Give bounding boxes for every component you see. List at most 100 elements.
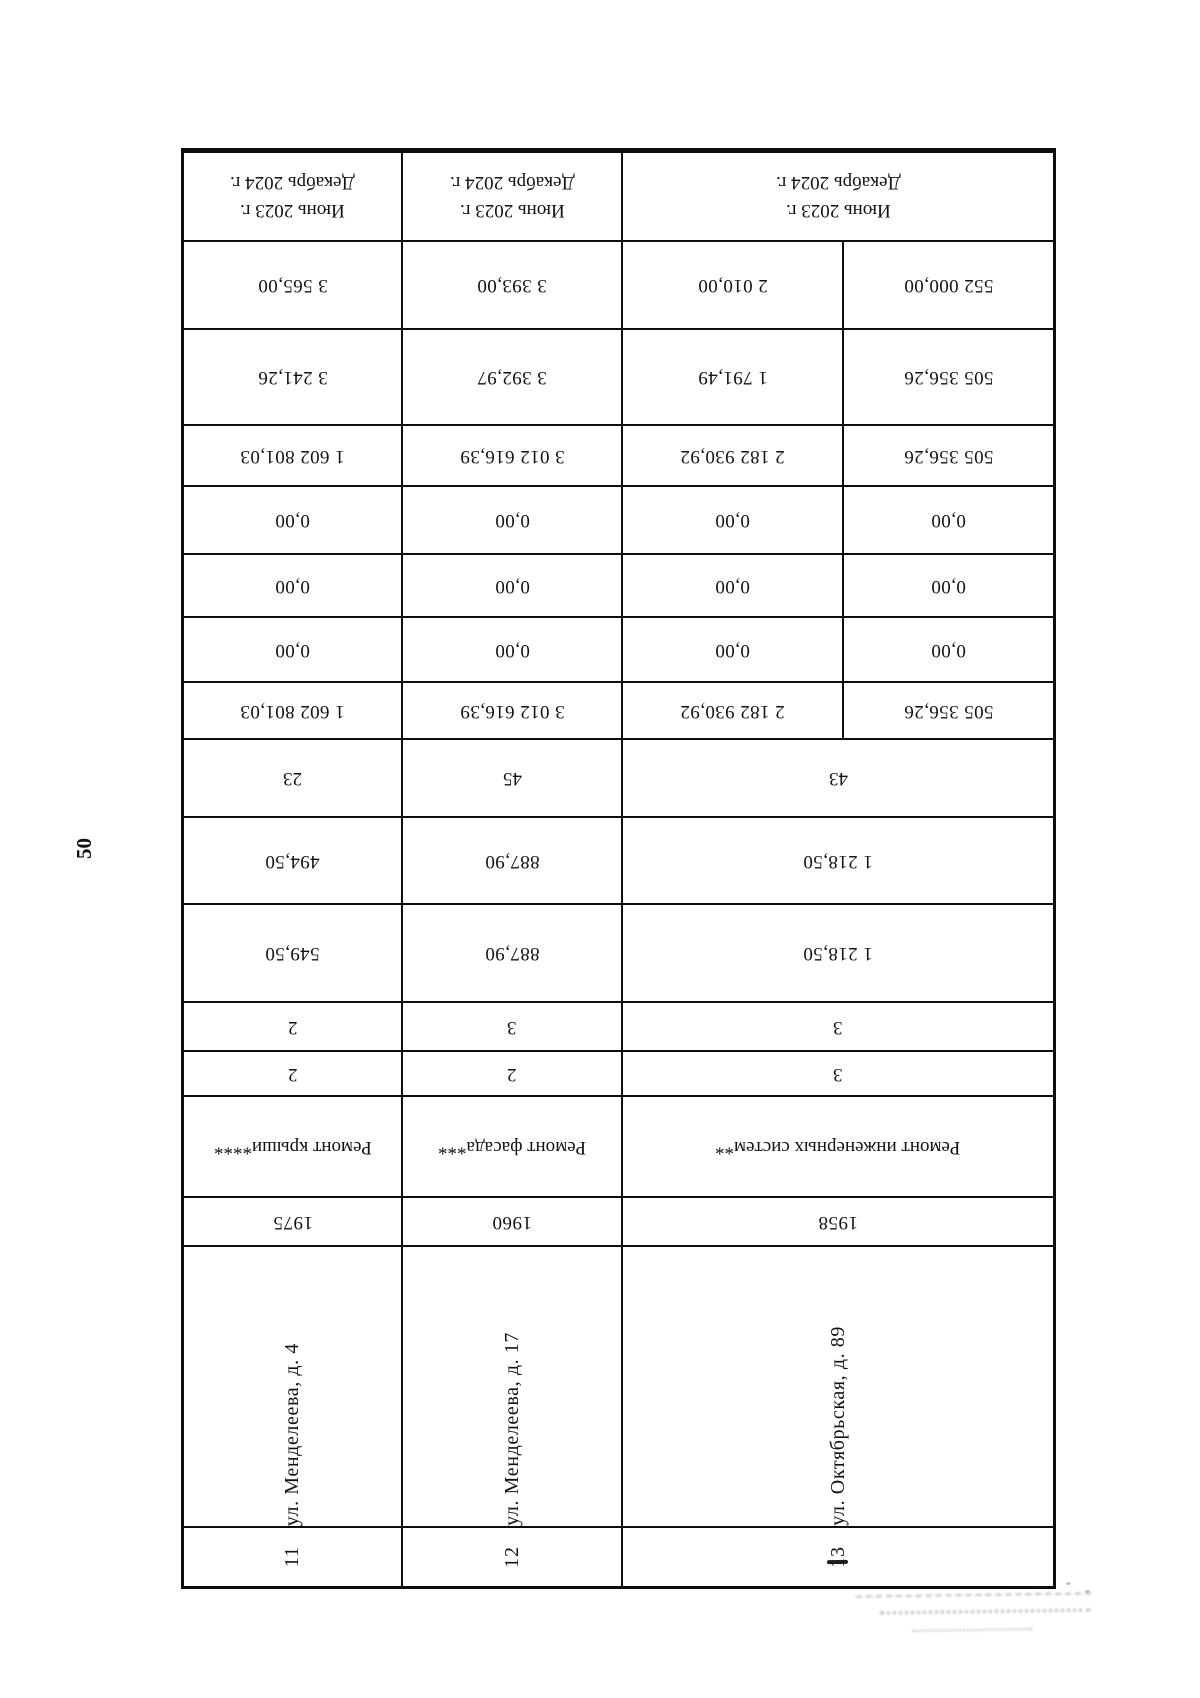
area-cell-b12-r1: 887,90 [403, 818, 621, 903]
residents-cell-b11: 23 [184, 740, 401, 816]
header-cell-period-b12: Июнь 2023 г. Декабрь 2024 г. [403, 153, 621, 240]
money-cell-b11-r2: 3 241,26 [184, 330, 401, 424]
quantity-value: 3 [833, 1016, 843, 1038]
row-number: 12 [500, 1546, 523, 1568]
money-cell-b13b-r2: 505 356,26 [844, 330, 1053, 424]
address-label: ул. Менделеева, д. 4 [281, 1342, 303, 1526]
quantity-value: 2 [507, 1063, 517, 1085]
money-value: 2 182 930,92 [680, 700, 785, 722]
money-cell-b13a-r7: 2 182 930,92 [623, 683, 842, 738]
money-value: 0,00 [715, 639, 750, 661]
money-value: 505 356,26 [903, 445, 994, 467]
scan-speck [1085, 1590, 1090, 1593]
money-cell-b13a-r5: 0,00 [623, 555, 842, 616]
money-cell-b12-r4: 0,00 [403, 487, 621, 553]
money-value: 0,00 [275, 639, 310, 661]
year-value: 1958 [818, 1211, 858, 1233]
period-end-label: Декабрь 2024 г. [449, 172, 575, 194]
row-number: 13 [826, 1546, 849, 1568]
smudge-line [879, 1608, 1091, 1615]
money-value: 0,00 [275, 575, 310, 597]
period-header: Июнь 2023 г. Декабрь 2024 г. [230, 169, 355, 224]
row-number-cell-b11: 11 [184, 1528, 401, 1586]
money-cell-b11-r3: 1 602 801,03 [184, 426, 401, 485]
residents-cell-b12: 45 [403, 740, 621, 816]
money-value: 0,00 [931, 575, 966, 597]
repair-type-cell-b11: Ремонт крыши**** [184, 1097, 401, 1196]
residents-value: 43 [828, 768, 848, 789]
period-header: Июнь 2023 г. Декабрь 2024 г. [776, 169, 901, 224]
money-cell-b13b-r1: 552 000,00 [844, 242, 1053, 328]
money-value: 0,00 [715, 575, 750, 597]
header-cell-period-b11: Июнь 2023 г. Декабрь 2024 г. [184, 153, 401, 240]
money-cell-b12-r3: 3 012 616,39 [403, 426, 621, 485]
money-cell-b11-r6: 0,00 [184, 618, 401, 681]
period-end-label: Декабрь 2024 г. [775, 172, 901, 194]
residents-cell-b13: 43 [623, 740, 1053, 816]
repair-type-label: Ремонт крыши**** [213, 1136, 372, 1158]
residents-value: 45 [502, 768, 522, 789]
money-value: 2 182 930,92 [680, 445, 785, 467]
area-cell-b13-r2: 1 218,50 [623, 905, 1053, 1001]
money-value: 1 602 801,03 [240, 445, 345, 467]
row-number: 11 [281, 1546, 303, 1568]
money-value: 0,00 [494, 575, 530, 597]
scan-ink-dash [826, 1559, 849, 1565]
quantity-cell-b12-r2: 2 [403, 1052, 621, 1095]
year-value: 1975 [272, 1211, 313, 1233]
money-cell-b11-r4: 0,00 [184, 487, 401, 553]
area-value: 494,50 [265, 850, 320, 872]
smudge-line [911, 1628, 1033, 1632]
money-cell-b13a-r3: 2 182 930,92 [623, 426, 842, 485]
year-cell-b13: 1958 [623, 1198, 1053, 1245]
quantity-cell-b12-r1: 3 [403, 1003, 621, 1050]
year-cell-b11: 1975 [184, 1198, 401, 1245]
area-value: 549,50 [265, 943, 320, 964]
area-value: 887,90 [484, 850, 540, 872]
row-number-cell-b12: 12 [403, 1528, 621, 1586]
address-cell-b11: ул. Менделеева, д. 4 [184, 1247, 401, 1526]
quantity-value: 2 [287, 1063, 298, 1085]
money-value: 0,00 [931, 639, 966, 661]
money-value: 0,00 [715, 510, 750, 531]
money-cell-b13b-r7: 505 356,26 [844, 683, 1053, 738]
money-cell-b11-r5: 0,00 [184, 555, 401, 616]
money-cell-b13b-r3: 505 356,26 [844, 426, 1053, 485]
money-cell-b13a-r4: 0,00 [623, 487, 842, 553]
repair-type-label: Ремонт инженерных систем** [715, 1136, 961, 1158]
money-value: 3 241,26 [257, 367, 328, 388]
area-cell-b12-r2: 887,90 [403, 905, 621, 1001]
quantity-value: 3 [833, 1063, 843, 1085]
repair-type-label: Ремонт фасада*** [438, 1136, 586, 1158]
money-cell-b12-r2: 3 392,97 [403, 330, 621, 424]
capital-repair-table: Июнь 2023 г. Декабрь 2024 г. Июнь 2023 г… [181, 148, 1056, 1589]
money-cell-b12-r6: 0,00 [403, 618, 621, 681]
money-cell-b12-r5: 0,00 [403, 555, 621, 616]
quantity-value: 3 [507, 1016, 517, 1038]
address-cell-b12: ул. Менделеева, д. 17 [403, 1247, 621, 1526]
money-cell-b12-r1: 3 393,00 [403, 242, 621, 328]
money-value: 0,00 [275, 510, 310, 531]
page-number: 50 [72, 838, 96, 859]
address-cell-b13: ул. Октябрьская, д. 89 [623, 1247, 1053, 1526]
quantity-cell-b13-r2: 3 [623, 1052, 1053, 1095]
area-cell-b11-r2: 549,50 [184, 905, 401, 1001]
money-value: 3 393,00 [477, 275, 547, 296]
money-cell-b11-r1: 3 565,00 [184, 242, 401, 328]
header-cell-period-b13: Июнь 2023 г. Декабрь 2024 г. [623, 153, 1053, 240]
residents-value: 23 [283, 768, 302, 789]
money-value: 1 602 801,03 [240, 700, 345, 722]
area-value: 1 218,50 [803, 850, 873, 872]
money-value: 1 791,49 [697, 367, 768, 388]
money-cell-b13b-r6: 0,00 [844, 618, 1053, 681]
address-label: ул. Менделеева, д. 17 [500, 1332, 523, 1526]
money-value: 505 356,26 [903, 700, 994, 722]
money-value: 505 356,26 [903, 367, 994, 388]
money-cell-b11-r7: 1 602 801,03 [184, 683, 401, 738]
period-start-label: Июнь 2023 г. [785, 200, 891, 222]
quantity-cell-b11-r1: 2 [184, 1003, 401, 1050]
money-value: 3 392,97 [477, 367, 547, 388]
money-value: 3 012 616,39 [459, 700, 565, 722]
money-cell-b13a-r6: 0,00 [623, 618, 842, 681]
